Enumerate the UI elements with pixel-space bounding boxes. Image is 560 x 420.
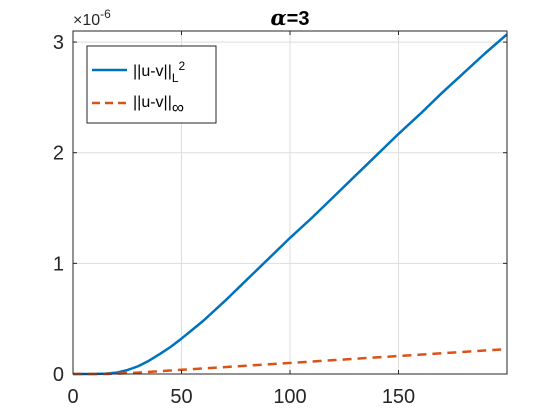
x-tick-label: 0 <box>67 386 78 408</box>
series-line-l2 <box>73 33 508 376</box>
legend-label-l2: ||u-v||L2 <box>133 59 186 85</box>
title-value: =3 <box>287 8 310 30</box>
legend-l2-main: ||u-v|| <box>133 63 172 80</box>
y-multiplier-base: ×10 <box>73 12 100 29</box>
axis-ticks <box>72 31 507 375</box>
x-tick-label: 100 <box>273 386 306 408</box>
y-tick-label: 3 <box>53 32 64 54</box>
x-tick-label: 50 <box>170 386 192 408</box>
legend-box <box>86 45 217 124</box>
legend: ||u-v||L2 ||u-v||∞ <box>86 45 217 124</box>
y-tick-label: 0 <box>53 364 64 386</box>
y-axis-multiplier: ×10-6 <box>73 7 111 29</box>
legend-inf-sub: ∞ <box>172 98 184 117</box>
x-tick-label: 150 <box>382 386 415 408</box>
chart-title: α=3 <box>271 5 310 30</box>
y-tick-label: 1 <box>53 253 64 275</box>
legend-inf-main: ||u-v|| <box>133 94 172 111</box>
y-tick-label: 2 <box>53 143 64 165</box>
y-multiplier-exponent: -6 <box>100 7 111 21</box>
legend-l2-sup: 2 <box>179 59 186 73</box>
legend-label-inf: ||u-v||∞ <box>133 94 184 117</box>
legend-l2-sub: L <box>172 71 179 85</box>
title-alpha-symbol: α <box>271 5 287 30</box>
